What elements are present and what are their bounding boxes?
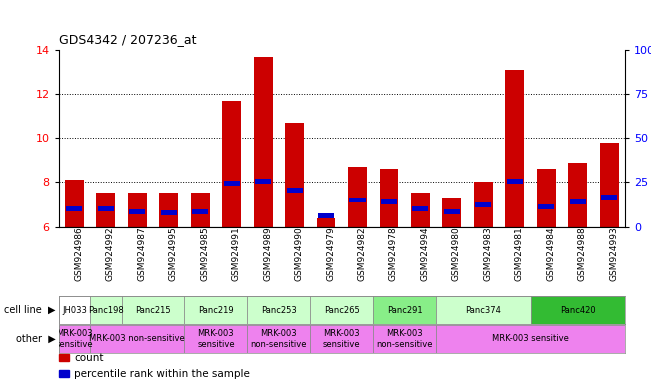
Bar [255, 179, 271, 184]
Bar [128, 194, 146, 227]
Text: MRK-003
sensitive: MRK-003 sensitive [197, 329, 235, 349]
Text: Panc374: Panc374 [465, 306, 501, 314]
Text: GSM924984: GSM924984 [546, 227, 555, 281]
Bar [65, 180, 84, 227]
Text: GSM924993: GSM924993 [609, 227, 618, 281]
Text: MRK-003
non-sensitive: MRK-003 non-sensitive [376, 329, 433, 349]
Bar [90, 325, 184, 353]
Bar [184, 296, 247, 324]
Bar [474, 182, 493, 227]
Text: GSM924979: GSM924979 [326, 227, 335, 281]
Bar [475, 202, 492, 207]
Bar [600, 143, 618, 227]
Bar [444, 209, 460, 214]
Text: MRK-003
non-sensitive: MRK-003 non-sensitive [251, 329, 307, 349]
Bar [59, 354, 69, 361]
Text: MRK-003
sensitive: MRK-003 sensitive [323, 329, 361, 349]
Bar [191, 194, 210, 227]
Bar [436, 325, 625, 353]
Bar [224, 181, 240, 186]
Bar [286, 188, 303, 192]
Text: GSM924982: GSM924982 [357, 227, 367, 281]
Text: GSM924986: GSM924986 [74, 227, 83, 281]
Bar [222, 101, 241, 227]
Bar [161, 210, 176, 215]
Text: GDS4342 / 207236_at: GDS4342 / 207236_at [59, 33, 196, 46]
Text: Panc291: Panc291 [387, 306, 422, 314]
Text: Panc198: Panc198 [88, 306, 124, 314]
Bar [130, 209, 145, 214]
Text: GSM924978: GSM924978 [389, 227, 398, 281]
Text: Panc219: Panc219 [198, 306, 234, 314]
Bar [254, 56, 273, 227]
Text: percentile rank within the sample: percentile rank within the sample [74, 369, 251, 379]
Text: GSM924985: GSM924985 [200, 227, 209, 281]
Bar [380, 169, 398, 227]
Bar [66, 207, 82, 211]
Text: count: count [74, 353, 104, 362]
Bar [59, 370, 69, 377]
Bar [285, 123, 304, 227]
Bar [159, 194, 178, 227]
Text: MRK-003 sensitive: MRK-003 sensitive [492, 334, 569, 343]
Bar [411, 194, 430, 227]
Bar [348, 167, 367, 227]
Text: GSM924992: GSM924992 [105, 227, 115, 281]
Bar [602, 195, 617, 200]
Bar [192, 209, 208, 214]
Bar [413, 207, 428, 211]
Bar [184, 325, 247, 353]
Bar [318, 213, 334, 218]
Text: MRK-003 non-sensitive: MRK-003 non-sensitive [89, 334, 185, 343]
Bar [381, 199, 397, 204]
Text: GSM924989: GSM924989 [263, 227, 272, 281]
Bar [90, 296, 122, 324]
Text: GSM924987: GSM924987 [137, 227, 146, 281]
Bar [316, 218, 335, 227]
Text: GSM924983: GSM924983 [483, 227, 492, 281]
Text: Panc215: Panc215 [135, 306, 171, 314]
Text: Panc253: Panc253 [261, 306, 297, 314]
Bar [570, 199, 586, 204]
Bar [350, 198, 365, 202]
Bar [373, 325, 436, 353]
Bar [505, 70, 524, 227]
Text: Panc265: Panc265 [324, 306, 359, 314]
Text: GSM924980: GSM924980 [452, 227, 461, 281]
Text: other  ▶: other ▶ [16, 334, 55, 344]
Bar [531, 296, 625, 324]
Text: GSM924995: GSM924995 [169, 227, 178, 281]
Bar [538, 204, 554, 209]
Bar [507, 179, 523, 184]
Text: GSM924990: GSM924990 [294, 227, 303, 281]
Text: JH033: JH033 [62, 306, 87, 314]
Bar [59, 325, 90, 353]
Bar [436, 296, 531, 324]
Text: GSM924991: GSM924991 [232, 227, 241, 281]
Text: GSM924981: GSM924981 [515, 227, 524, 281]
Text: MRK-003
sensitive: MRK-003 sensitive [55, 329, 93, 349]
Bar [96, 194, 115, 227]
Text: Panc420: Panc420 [560, 306, 596, 314]
Bar [247, 296, 311, 324]
Text: GSM924988: GSM924988 [577, 227, 587, 281]
Bar [311, 325, 373, 353]
Bar [443, 198, 462, 227]
Bar [537, 169, 556, 227]
Bar [311, 296, 373, 324]
Bar [247, 325, 311, 353]
Bar [568, 162, 587, 227]
Bar [98, 207, 114, 211]
Text: GSM924994: GSM924994 [421, 227, 430, 281]
Bar [59, 296, 90, 324]
Text: cell line  ▶: cell line ▶ [4, 305, 55, 315]
Bar [122, 296, 184, 324]
Bar [373, 296, 436, 324]
